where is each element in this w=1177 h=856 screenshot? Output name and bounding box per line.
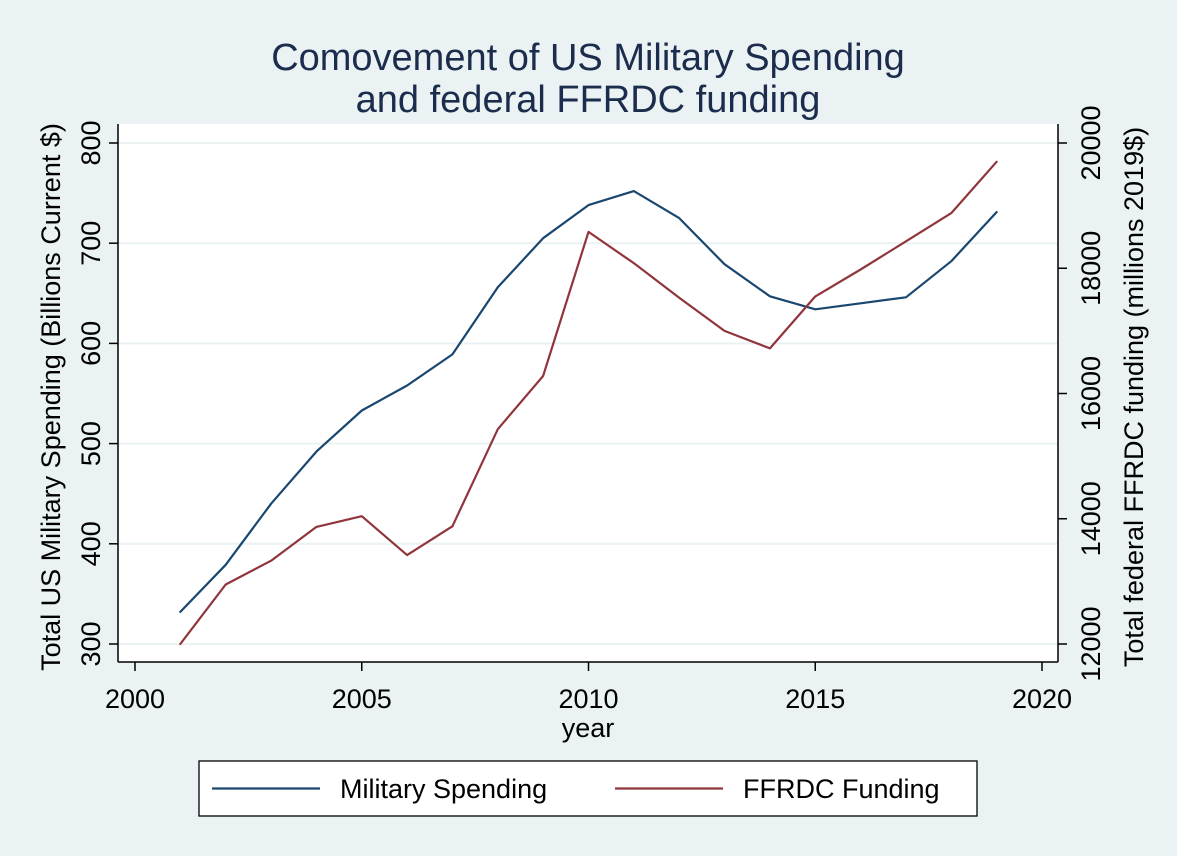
grid-lines — [118, 142, 1058, 645]
series-lines — [179, 160, 998, 646]
y-left-tick-label-400: 400 — [76, 521, 106, 566]
y-axis-right-label: Total federal FFRDC funding (millions 20… — [1119, 127, 1149, 667]
y-axis-left-label: Total US Military Spending (Billions Cur… — [36, 123, 66, 671]
y-left-tick-label-600: 600 — [76, 321, 106, 366]
y-right-tick-label-12000: 12000 — [1076, 606, 1106, 681]
x-tick-label-2005: 2005 — [332, 684, 392, 714]
x-tick-label-2000: 2000 — [105, 684, 165, 714]
legend-label-ffrdc: FFRDC Funding — [743, 774, 940, 804]
chart-title-line-2: and federal FFRDC funding — [356, 79, 821, 121]
y-right-tick-label-14000: 14000 — [1076, 481, 1106, 556]
y-left-tick-label-800: 800 — [76, 120, 106, 165]
series-line-military-spending — [179, 190, 998, 614]
y-right-tick-label-20000: 20000 — [1076, 105, 1106, 180]
x-tick-label-2015: 2015 — [785, 684, 845, 714]
y-right-tick-label-18000: 18000 — [1076, 231, 1106, 306]
y-left-tick-label-300: 300 — [76, 621, 106, 666]
legend-label-military: Military Spending — [340, 774, 547, 804]
y-left-tick-label-500: 500 — [76, 421, 106, 466]
y-right-tick-label-16000: 16000 — [1076, 356, 1106, 431]
legend: Military Spending FFRDC Funding — [198, 760, 978, 817]
x-axis-label: year — [562, 713, 615, 743]
plot-area — [118, 124, 1058, 662]
x-tick-label-2020: 2020 — [1012, 684, 1072, 714]
tick-marks: 2000 2005 2010 2015 2020 300 400 500 600 700 800 12… — [76, 105, 1106, 714]
chart-title-line-1: Comovement of US Military Spending — [271, 37, 905, 79]
y-left-tick-label-700: 700 — [76, 221, 106, 266]
series-line-ffrdc-funding — [179, 160, 998, 646]
legend-box — [198, 760, 978, 817]
x-tick-label-2010: 2010 — [558, 684, 618, 714]
